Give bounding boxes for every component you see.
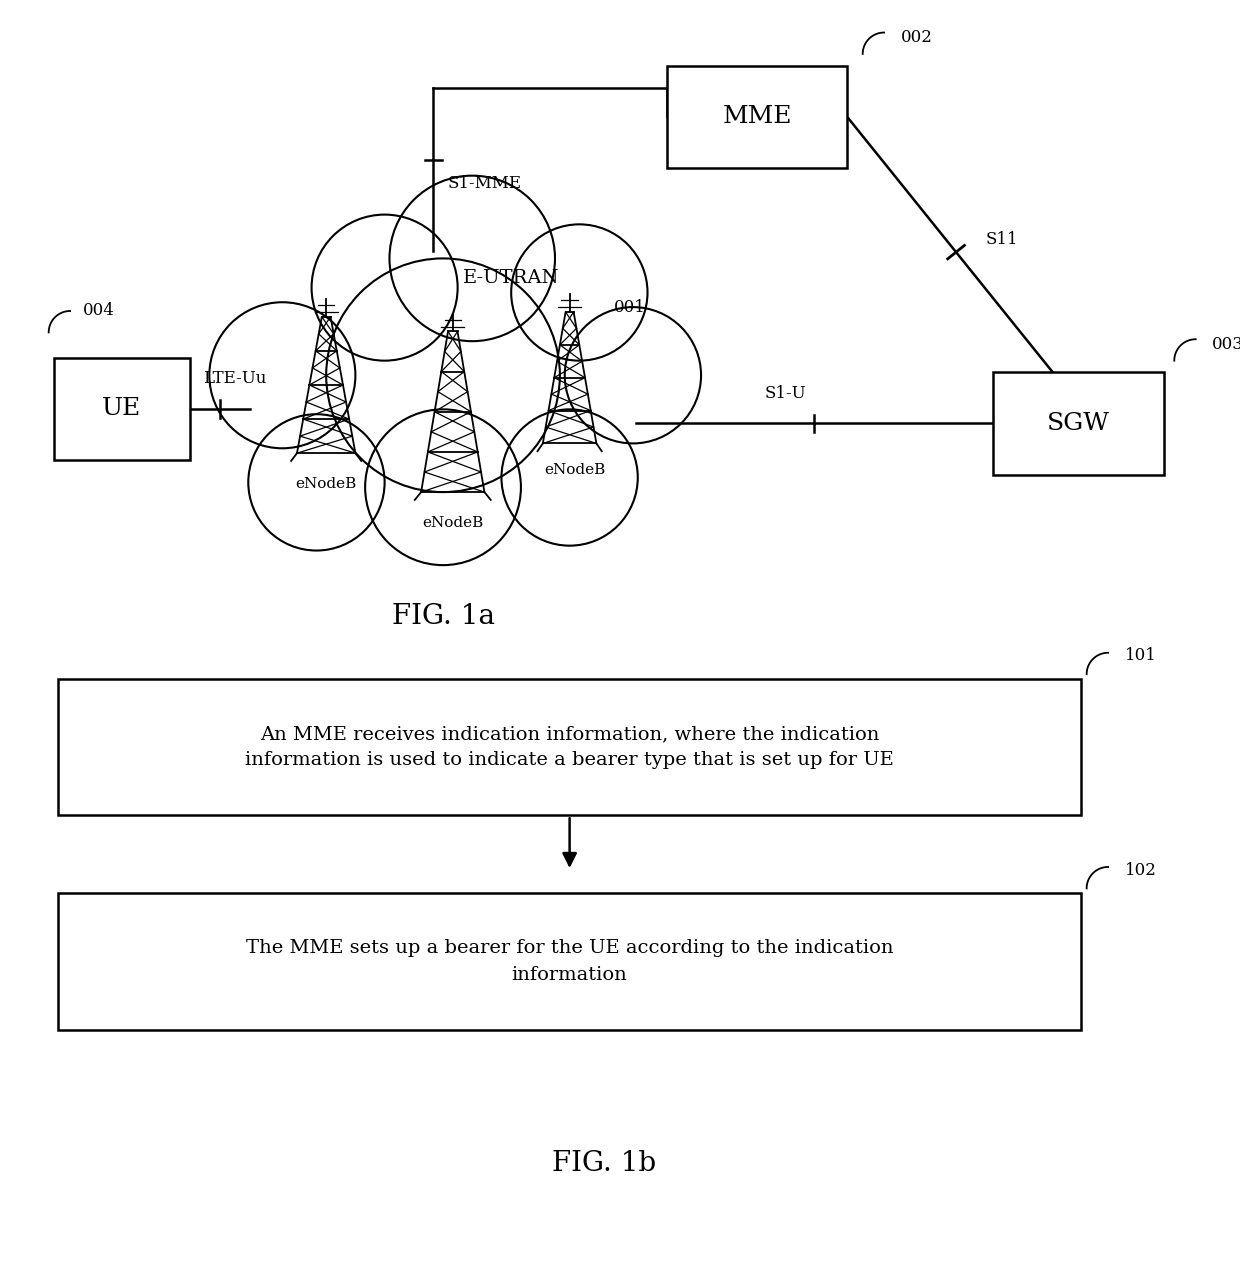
Text: 102: 102	[1125, 862, 1157, 878]
Text: eNodeB: eNodeB	[544, 462, 605, 477]
Circle shape	[511, 224, 647, 361]
FancyBboxPatch shape	[58, 679, 1081, 815]
Text: 002: 002	[900, 30, 932, 46]
FancyBboxPatch shape	[58, 894, 1081, 1029]
Text: 003: 003	[1213, 336, 1240, 353]
Circle shape	[248, 415, 384, 550]
Text: S1-MME: S1-MME	[448, 175, 522, 192]
Text: 101: 101	[1125, 648, 1157, 665]
Text: MME: MME	[722, 106, 792, 129]
Circle shape	[501, 410, 637, 546]
Circle shape	[210, 303, 356, 448]
FancyBboxPatch shape	[667, 66, 847, 167]
Text: E-UTRAN: E-UTRAN	[463, 269, 559, 287]
Text: UE: UE	[102, 398, 141, 420]
Circle shape	[564, 307, 701, 443]
FancyBboxPatch shape	[53, 358, 190, 460]
Text: eNodeB: eNodeB	[422, 516, 484, 531]
Circle shape	[389, 175, 556, 341]
Text: S11: S11	[986, 232, 1018, 249]
Text: An MME receives indication information, where the indication
information is used: An MME receives indication information, …	[246, 725, 894, 769]
Text: The MME sets up a bearer for the UE according to the indication
information: The MME sets up a bearer for the UE acco…	[246, 939, 893, 984]
Text: LTE-Uu: LTE-Uu	[203, 371, 267, 388]
Circle shape	[326, 259, 560, 492]
Text: FIG. 1a: FIG. 1a	[392, 603, 495, 630]
Circle shape	[365, 410, 521, 565]
Text: FIG. 1b: FIG. 1b	[552, 1150, 656, 1177]
FancyBboxPatch shape	[993, 372, 1163, 474]
Text: eNodeB: eNodeB	[295, 478, 357, 492]
Text: 001: 001	[614, 299, 645, 316]
Text: 004: 004	[83, 301, 114, 319]
Text: S1-U: S1-U	[765, 385, 806, 402]
Circle shape	[311, 215, 458, 361]
Text: SGW: SGW	[1047, 412, 1110, 435]
